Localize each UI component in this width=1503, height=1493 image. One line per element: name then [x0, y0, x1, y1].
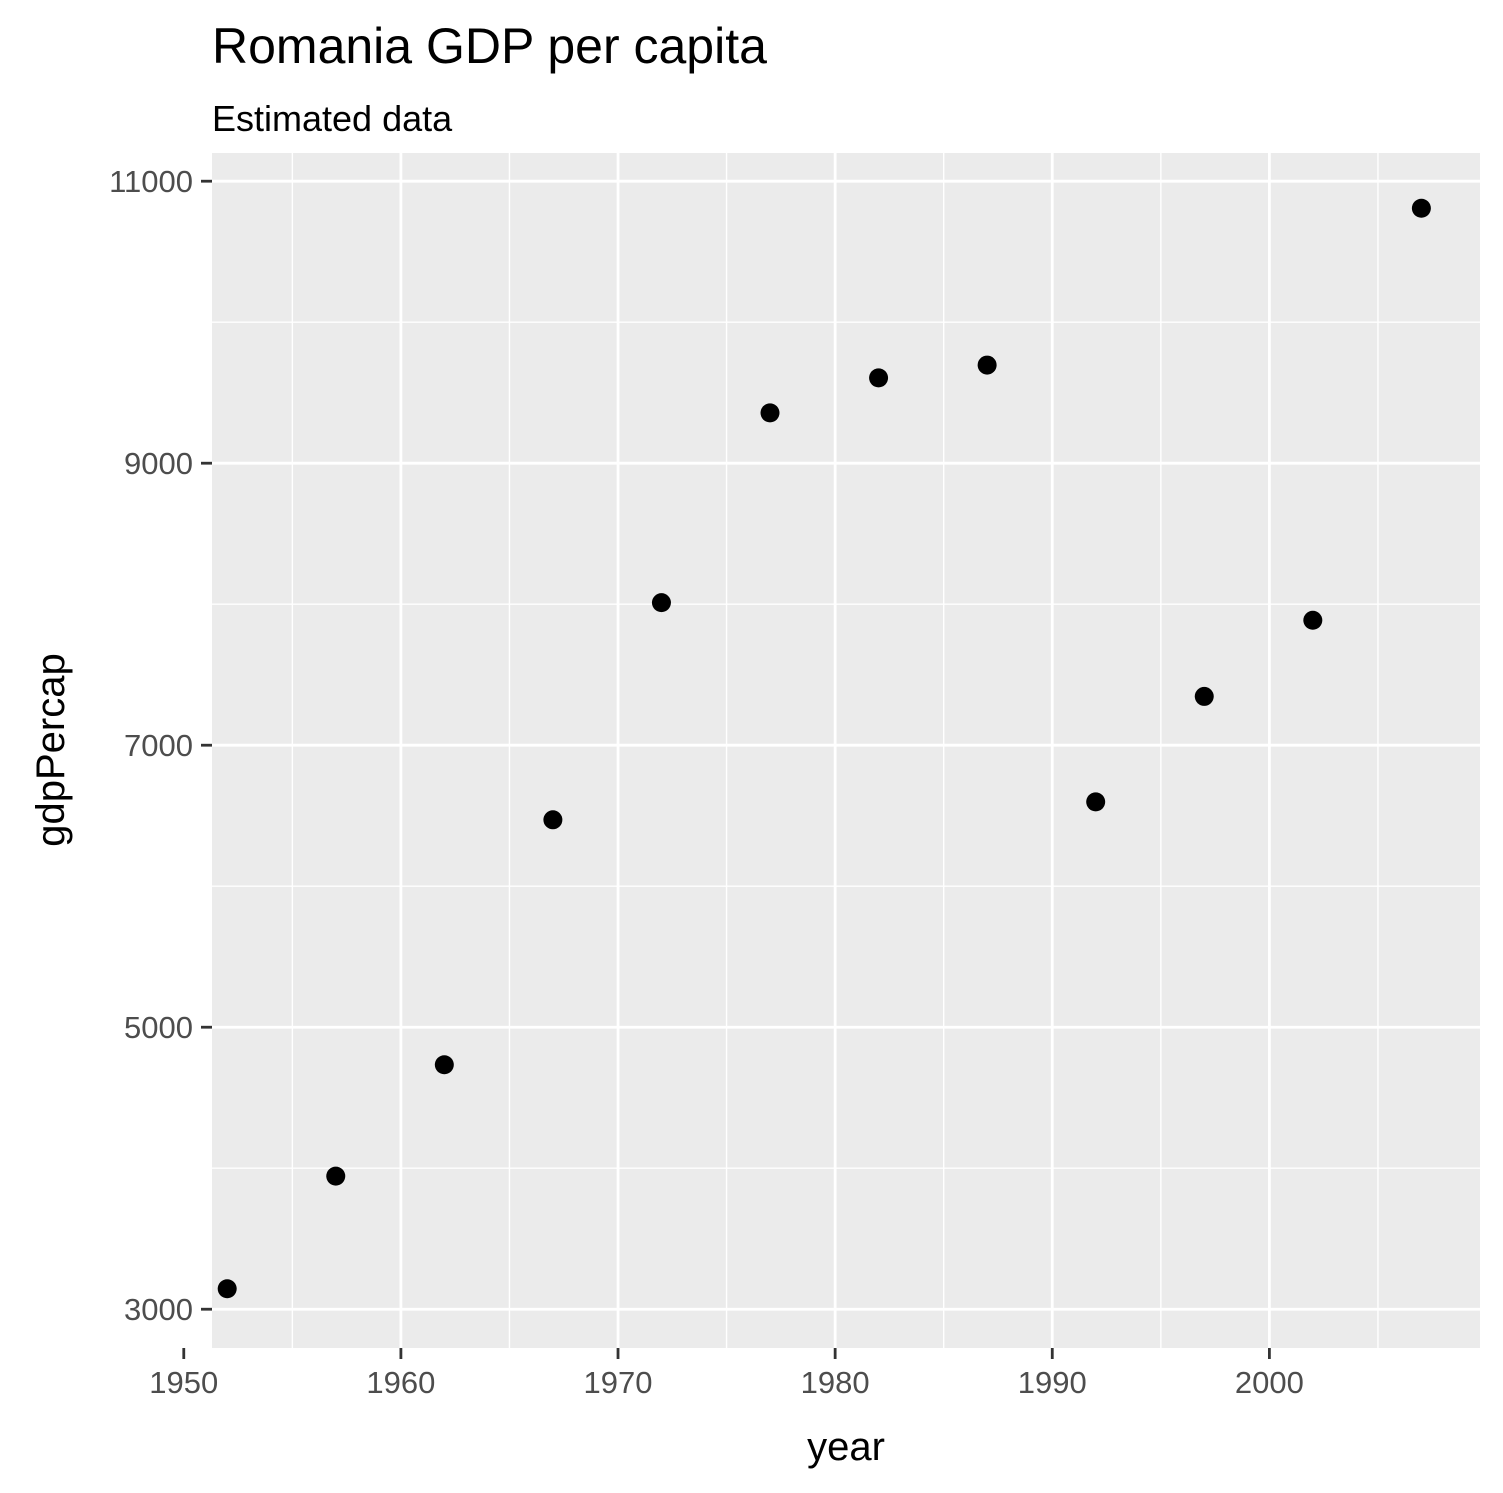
- data-point: [1411, 198, 1431, 218]
- data-point: [1194, 686, 1214, 706]
- y-axis: 3000 5000 7000 9000 11000: [109, 164, 212, 1327]
- x-tick-label: 1960: [366, 1365, 435, 1400]
- x-tick-label: 1980: [801, 1365, 870, 1400]
- data-point: [760, 403, 780, 423]
- data-point: [326, 1166, 346, 1186]
- data-point: [1086, 792, 1106, 812]
- data-point: [977, 355, 997, 375]
- y-tick-label: 11000: [109, 164, 193, 199]
- x-axis: 1950 1960 1970 1980 1990 2000: [149, 1348, 1304, 1400]
- chart-title: Romania GDP per capita: [212, 18, 767, 74]
- x-tick-label: 1990: [1018, 1365, 1087, 1400]
- data-point: [869, 368, 889, 388]
- x-tick-label: 1950: [149, 1365, 218, 1400]
- data-point: [543, 810, 563, 830]
- y-tick-label: 7000: [124, 728, 193, 763]
- x-tick-label: 1970: [584, 1365, 653, 1400]
- data-point: [1303, 610, 1323, 630]
- data-point: [651, 593, 671, 613]
- data-point: [217, 1279, 237, 1299]
- y-tick-label: 9000: [124, 446, 193, 481]
- chart-subtitle: Estimated data: [212, 98, 453, 139]
- y-tick-label: 5000: [124, 1010, 193, 1045]
- data-points: [217, 198, 1431, 1299]
- y-axis-title: gdpPercap: [29, 653, 73, 846]
- major-gridlines: [182, 153, 1480, 1348]
- x-tick-label: 2000: [1235, 1365, 1304, 1400]
- x-axis-title: year: [807, 1425, 885, 1469]
- data-point: [434, 1055, 454, 1075]
- y-tick-label: 3000: [124, 1292, 193, 1327]
